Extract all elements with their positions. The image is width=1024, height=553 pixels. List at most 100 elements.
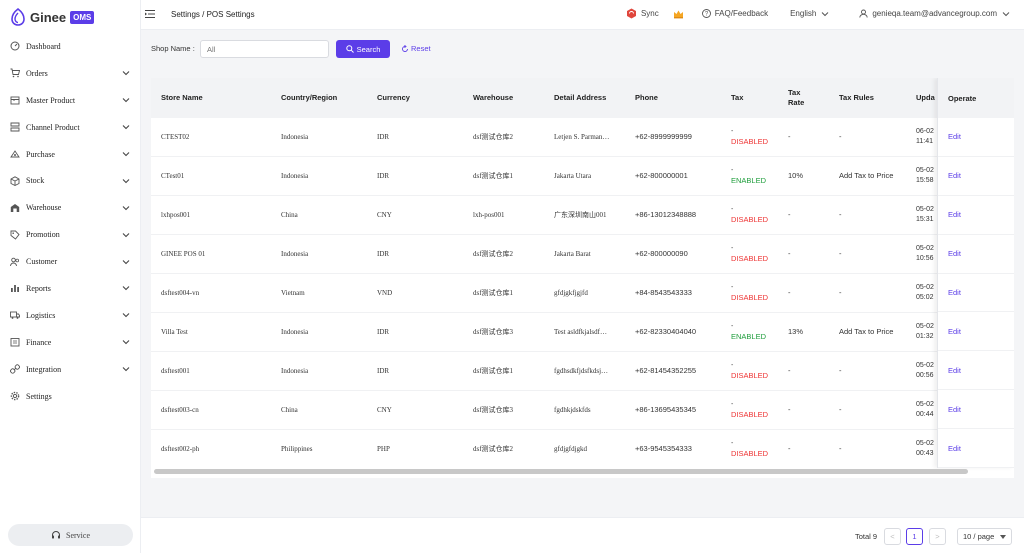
chevron-down-icon bbox=[122, 205, 130, 211]
chevron-down-icon bbox=[122, 259, 130, 264]
updated-date: 05-02 bbox=[916, 167, 934, 175]
tax-rules-cell: Add Tax to Price bbox=[839, 326, 894, 336]
tax-prefix: - bbox=[731, 167, 734, 175]
tax-rules-cell: - bbox=[839, 132, 842, 142]
reset-button[interactable]: Reset bbox=[401, 44, 431, 53]
edit-link[interactable]: Edit bbox=[948, 132, 961, 142]
tax-rate-cell: 10% bbox=[788, 171, 804, 181]
updated-cell: 05-02 01:32 bbox=[906, 312, 937, 351]
tax-rules-cell: - bbox=[839, 404, 842, 414]
prev-page-button[interactable]: < bbox=[884, 528, 901, 545]
sidebar-item-promotion[interactable]: Promotion bbox=[0, 221, 140, 248]
edit-link[interactable]: Edit bbox=[948, 404, 961, 414]
user-menu[interactable]: genieqa.team@advancegroup.com bbox=[859, 9, 1010, 18]
table-row: lxhpos001 China CNY lxh-pos001 广东深圳南山001 +86-… bbox=[151, 196, 937, 235]
tax-status-badge: DISABLED bbox=[731, 215, 769, 225]
tax-rules-cell: - bbox=[839, 249, 842, 259]
sidebar-item-dashboard[interactable]: Dashboard bbox=[0, 33, 140, 60]
sidebar-item-settings[interactable]: Settings bbox=[0, 383, 140, 410]
store-name-cell: dsftest002-ph bbox=[161, 444, 200, 453]
sidebar-item-integration[interactable]: Integration bbox=[0, 356, 140, 383]
sidebar-item-customer[interactable]: Customer bbox=[0, 248, 140, 275]
address-cell: Letjen S. Parman… bbox=[554, 133, 610, 142]
sidebar-item-reports[interactable]: Reports bbox=[0, 275, 140, 302]
updated-time: 00:44 bbox=[916, 410, 934, 418]
currency-cell: CNY bbox=[377, 211, 392, 220]
page-1-button[interactable]: 1 bbox=[906, 528, 923, 545]
tax-prefix: - bbox=[731, 206, 734, 214]
phone-cell: +63-9545354333 bbox=[635, 443, 692, 453]
currency-cell: CNY bbox=[377, 405, 392, 414]
updated-time: 15:31 bbox=[916, 216, 934, 224]
tax-cell: - DISABLED bbox=[721, 118, 778, 157]
address-cell: Jakarta Barat bbox=[554, 250, 591, 259]
edit-link[interactable]: Edit bbox=[948, 171, 961, 181]
column-header: Store Name bbox=[161, 93, 203, 102]
total-count: Total 9 bbox=[855, 532, 878, 541]
tax-prefix: - bbox=[731, 439, 734, 447]
edit-link[interactable]: Edit bbox=[948, 443, 961, 453]
next-page-button[interactable]: > bbox=[929, 528, 946, 545]
sidebar-item-master-product[interactable]: Master Product bbox=[0, 87, 140, 114]
tax-prefix: - bbox=[731, 245, 734, 253]
updated-time: 05:02 bbox=[916, 294, 934, 301]
sidebar-item-channel-product[interactable]: Channel Product bbox=[0, 114, 140, 141]
table-scroll-area: Store Name Country/Region Currency Warehous… bbox=[151, 78, 937, 468]
currency-cell: IDR bbox=[377, 133, 390, 142]
faq-feedback-link[interactable]: ? FAQ/Feedback bbox=[701, 9, 768, 18]
search-button[interactable]: Search bbox=[336, 40, 390, 58]
edit-link[interactable]: Edit bbox=[948, 288, 961, 297]
logo[interactable]: Ginee OMS bbox=[10, 6, 95, 28]
column-header: Tax Rules bbox=[839, 93, 874, 102]
sidebar-item-label: Reports bbox=[26, 283, 51, 293]
shop-name-select[interactable] bbox=[200, 40, 329, 58]
page-size-select[interactable]: 10 / page bbox=[957, 528, 1012, 545]
sidebar-item-warehouse[interactable]: Warehouse bbox=[0, 194, 140, 221]
chevron-down-icon bbox=[821, 11, 829, 16]
country-cell: Indonesia bbox=[281, 133, 309, 142]
sidebar-item-stock[interactable]: Stock bbox=[0, 167, 140, 194]
edit-link[interactable]: Edit bbox=[948, 326, 961, 336]
updated-date: 05-02 bbox=[916, 439, 934, 447]
operate-cell: Edit bbox=[938, 390, 1014, 430]
store-name-cell: dsftest001 bbox=[161, 366, 190, 375]
horizontal-scrollbar[interactable] bbox=[154, 469, 968, 474]
users-icon bbox=[10, 257, 19, 266]
sidebar-item-logistics[interactable]: Logistics bbox=[0, 302, 140, 329]
cube-icon bbox=[10, 176, 20, 186]
operate-cell: Edit bbox=[938, 196, 1014, 235]
updated-cell: 05-02 15:58 bbox=[906, 157, 937, 196]
tax-cell: - DISABLED bbox=[721, 351, 778, 390]
sidebar-item-label: Customer bbox=[26, 257, 58, 267]
phone-cell: +62-800000001 bbox=[635, 171, 688, 181]
tax-rate-cell: - bbox=[788, 132, 791, 142]
sidebar-item-purchase[interactable]: Purchase bbox=[0, 141, 140, 168]
edit-link[interactable]: Edit bbox=[948, 365, 961, 375]
chevron-down-icon bbox=[1002, 11, 1010, 16]
chevron-down-icon bbox=[122, 98, 130, 103]
pagination-bar: Total 9 < 1 > 10 / page bbox=[141, 517, 1024, 553]
edit-link[interactable]: Edit bbox=[948, 210, 961, 220]
sidebar-item-orders[interactable]: Orders bbox=[0, 60, 140, 87]
address-cell: gfdjgfdjgkd bbox=[554, 444, 588, 453]
tax-rate-cell: - bbox=[788, 288, 791, 297]
chevron-down-icon bbox=[122, 232, 130, 237]
chart-icon bbox=[11, 285, 19, 293]
currency-cell: IDR bbox=[377, 327, 390, 336]
menu-collapse-icon[interactable] bbox=[145, 9, 155, 19]
service-button[interactable]: Service bbox=[8, 524, 133, 546]
edit-link[interactable]: Edit bbox=[948, 249, 961, 259]
sidebar-item-label: Finance bbox=[26, 337, 52, 347]
language-select[interactable]: English bbox=[790, 9, 829, 18]
refresh-icon bbox=[402, 44, 408, 52]
sidebar-item-finance[interactable]: Finance bbox=[0, 329, 140, 356]
sidebar-item-label: Promotion bbox=[26, 230, 60, 240]
operate-header: Operate bbox=[938, 78, 1014, 118]
address-cell: fgdhkjdskfds bbox=[554, 405, 591, 414]
table-row: CTEST02 Indonesia IDR dsf测试仓库2 Letjen S. Par… bbox=[151, 118, 937, 157]
sync-button[interactable]: Sync bbox=[626, 8, 659, 19]
crown-button[interactable] bbox=[673, 9, 684, 19]
sidebar-item-label: Warehouse bbox=[26, 203, 62, 213]
table-row: dsftest001 Indonesia IDR dsf测试仓库1 fgdhsdkfjd… bbox=[151, 351, 937, 391]
shop-name-label: Shop Name : bbox=[151, 44, 195, 53]
